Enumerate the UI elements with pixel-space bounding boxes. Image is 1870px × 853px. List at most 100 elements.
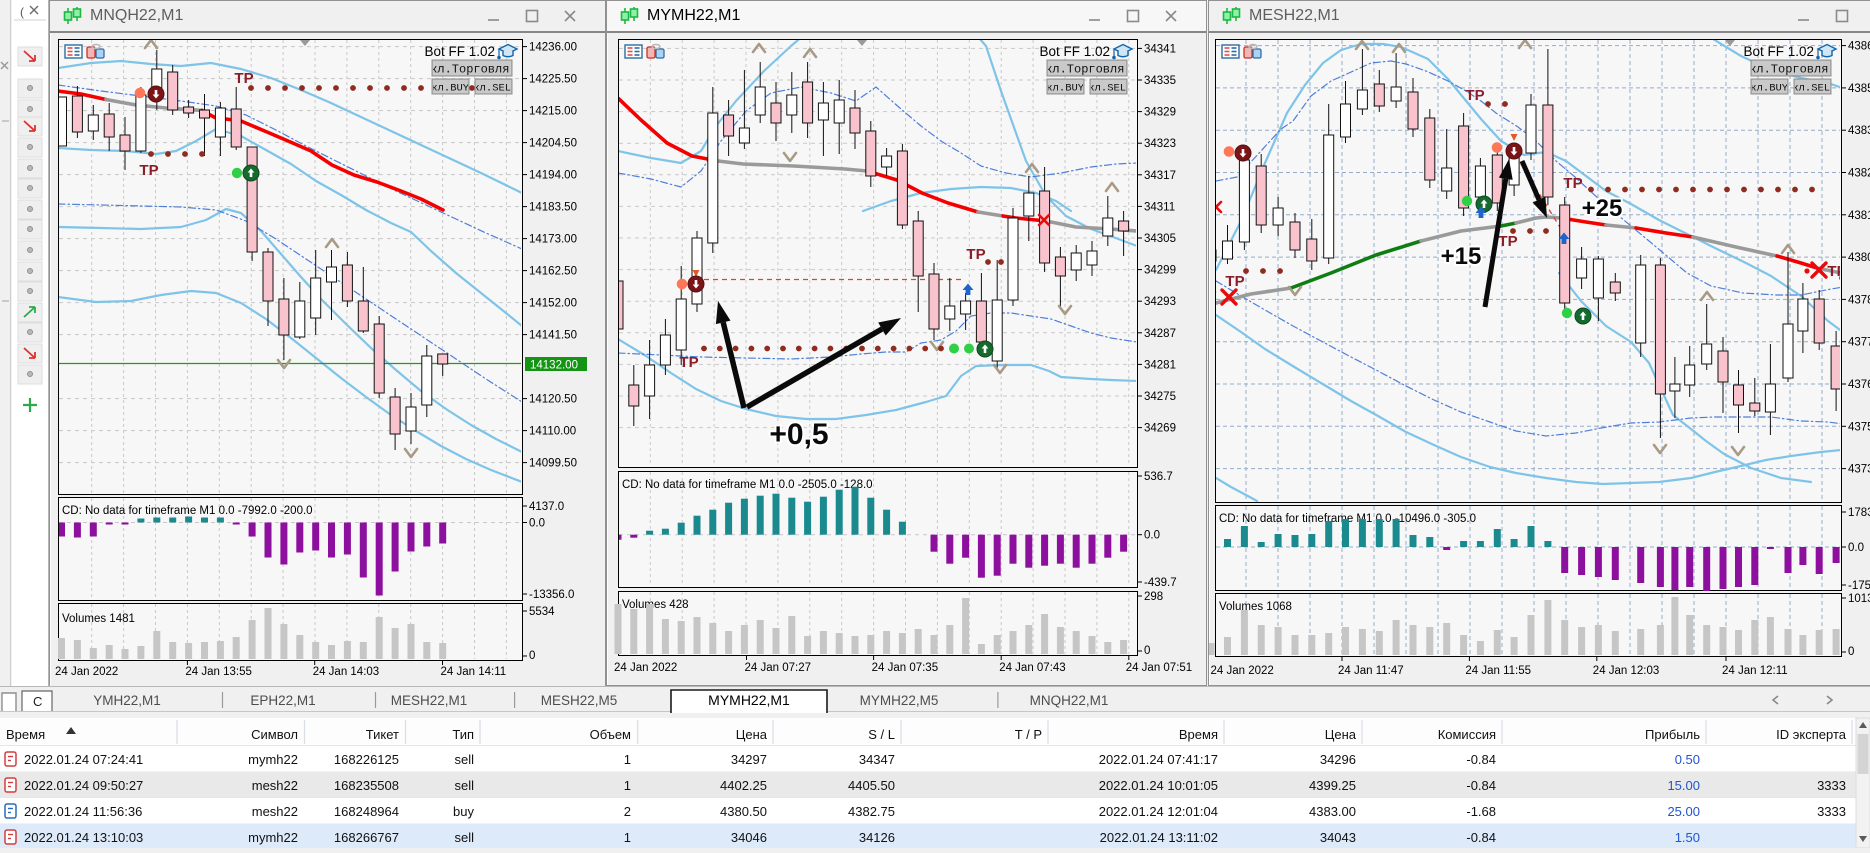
svg-text:0: 0 [529,650,535,662]
svg-text:Вкл.SELL: Вкл.SELL [1082,83,1132,95]
svg-text:4137.0: 4137.0 [529,501,564,513]
svg-text:+0,5: +0,5 [769,418,828,451]
svg-text:14141.50: 14141.50 [529,330,577,342]
svg-text:4382.50: 4382.50 [1848,168,1870,180]
svg-text:S / L: S / L [868,727,895,742]
svg-text:24 Jan 11:55: 24 Jan 11:55 [1465,665,1531,677]
svg-text:34296: 34296 [1320,752,1356,767]
svg-text:4376.25: 4376.25 [1848,379,1870,391]
svg-text:Вкл.BUY: Вкл.BUY [1040,83,1085,95]
svg-text:24 Jan 07:35: 24 Jan 07:35 [872,662,939,674]
svg-text:4385.00: 4385.00 [1848,83,1870,95]
svg-text:34269: 34269 [1144,423,1176,435]
svg-text:TP: TP [1563,175,1582,192]
svg-text:5534: 5534 [529,606,555,618]
svg-text:2022.01.24 12:01:04: 2022.01.24 12:01:04 [1099,804,1218,819]
svg-text:0: 0 [1848,646,1854,658]
svg-text:34341: 34341 [1144,43,1176,55]
svg-text:1.50: 1.50 [1675,830,1700,845]
svg-text:14132.00: 14132.00 [530,360,578,372]
svg-text:TP: TP [1225,273,1244,290]
svg-text:Bot FF 1.02: Bot FF 1.02 [1039,44,1110,59]
svg-text:TP: TP [139,162,158,179]
svg-text:(: ( [20,5,24,19]
svg-text:-439.7: -439.7 [1144,577,1177,589]
svg-text:0.0: 0.0 [529,518,545,530]
svg-text:34347: 34347 [859,752,895,767]
svg-text:14152.00: 14152.00 [529,298,577,310]
svg-text:14110.00: 14110.00 [529,426,576,438]
svg-text:Volumes 428: Volumes 428 [622,599,689,611]
svg-text:Время: Время [6,727,45,742]
svg-text:14204.50: 14204.50 [529,138,577,150]
svg-text:YMH22,M1: YMH22,M1 [93,693,161,708]
svg-text:4383.75: 4383.75 [1848,125,1870,137]
svg-text:+25: +25 [1582,195,1623,222]
svg-text:2022.01.24 09:50:27: 2022.01.24 09:50:27 [24,778,143,793]
svg-text:Вкл.SELL: Вкл.SELL [1786,83,1836,95]
svg-text:Объем: Объем [590,727,631,742]
svg-text:+15: +15 [1441,243,1482,270]
svg-text:Тип: Тип [452,727,474,742]
svg-text:34329: 34329 [1144,107,1176,119]
svg-text:2022.01.24 07:41:17: 2022.01.24 07:41:17 [1099,752,1218,767]
svg-text:34305: 34305 [1144,233,1176,245]
svg-text:34335: 34335 [1144,75,1176,87]
svg-text:sell: sell [454,830,474,845]
svg-text:CD: No data for timeframe M1 0: CD: No data for timeframe M1 0.0 -2505.0… [622,479,873,491]
svg-text:4380.50: 4380.50 [720,804,767,819]
svg-text:4380.00: 4380.00 [1848,252,1870,264]
svg-text:0.0: 0.0 [1144,530,1160,542]
svg-text:T / P: T / P [1015,727,1042,742]
svg-text:168266767: 168266767 [334,830,399,845]
svg-text:14215.00: 14215.00 [529,106,577,118]
svg-text:Цена: Цена [736,727,768,742]
svg-text:-1753.0: -1753.0 [1848,580,1870,592]
svg-text:TP: TP [1827,263,1846,280]
svg-text:TP: TP [679,354,698,371]
svg-text:Volumes 1068: Volumes 1068 [1219,601,1292,613]
svg-text:34287: 34287 [1144,328,1176,340]
svg-text:4402.25: 4402.25 [720,778,767,793]
svg-text:MESH22,M5: MESH22,M5 [541,693,618,708]
svg-text:-0.84: -0.84 [1466,778,1496,793]
svg-text:168248964: 168248964 [334,804,399,819]
svg-text:34293: 34293 [1144,296,1176,308]
svg-text:mymh22: mymh22 [248,752,298,767]
svg-text:mesh22: mesh22 [252,778,298,793]
svg-text:buy: buy [453,804,474,819]
svg-text:4375.00: 4375.00 [1848,421,1870,433]
svg-text:Вкл.BUY: Вкл.BUY [425,83,470,95]
svg-text:Вкл.Торговля: Вкл.Торговля [1742,63,1828,77]
svg-text:14183.50: 14183.50 [529,202,577,214]
svg-text:4405.50: 4405.50 [848,778,895,793]
svg-text:C: C [33,694,42,709]
svg-text:34275: 34275 [1144,391,1176,403]
svg-text:2022.01.24 07:24:41: 2022.01.24 07:24:41 [24,752,143,767]
svg-text:2022.01.24 11:56:36: 2022.01.24 11:56:36 [24,804,142,819]
svg-text:Цена: Цена [1325,727,1357,742]
svg-text:34126: 34126 [859,830,895,845]
svg-text:+15: +15 [1441,243,1482,270]
svg-text:14162.50: 14162.50 [529,266,577,278]
svg-text:0: 0 [1144,645,1150,657]
svg-text:Комиссия: Комиссия [1438,727,1496,742]
svg-text:34317: 34317 [1144,170,1176,182]
svg-text:Bot FF 1.02: Bot FF 1.02 [424,44,495,59]
svg-text:34297: 34297 [731,752,767,767]
svg-text:TP: TP [1465,87,1484,104]
svg-text:1783.0: 1783.0 [1848,507,1870,519]
svg-text:15.00: 15.00 [1667,778,1700,793]
svg-text:Bot FF 1.02: Bot FF 1.02 [1743,44,1814,59]
svg-text:168226125: 168226125 [334,752,399,767]
svg-text:Символ: Символ [251,727,298,742]
svg-text:14236.00: 14236.00 [529,42,577,54]
svg-text:24 Jan 07:51: 24 Jan 07:51 [1126,662,1193,674]
svg-text:34323: 34323 [1144,138,1176,150]
svg-text:14120.50: 14120.50 [529,394,577,406]
svg-text:+25: +25 [1582,195,1623,222]
svg-text:TP: TP [966,246,985,263]
svg-text:24 Jan 12:03: 24 Jan 12:03 [1593,665,1660,677]
svg-text:14194.00: 14194.00 [529,170,577,182]
svg-text:24 Jan 11:47: 24 Jan 11:47 [1338,665,1404,677]
